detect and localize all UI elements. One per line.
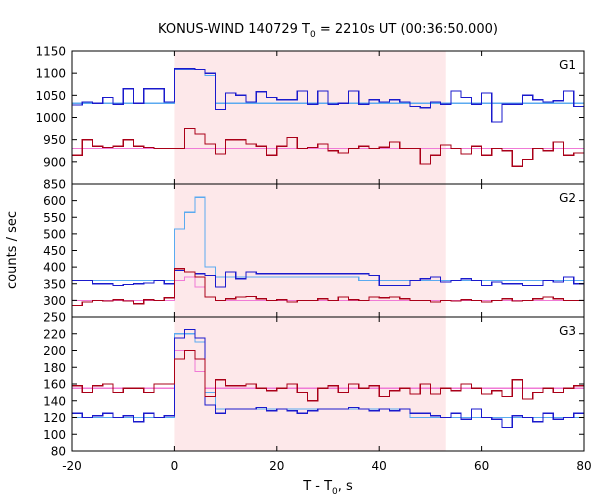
x-axis-label: T - T0, s [302,479,353,497]
series-g3-red [72,349,584,402]
x-tick-label-60: 60 [474,459,489,473]
y-tick-label-g3-80: 80 [51,445,66,459]
y-tick-label-g1-950: 950 [43,133,66,147]
chart-title-sub: 0 [310,30,316,40]
panel-label-g2: G2 [559,191,576,205]
x-tick-label--20: -20 [62,459,82,473]
series-g3-pink [72,349,584,389]
panel-frame-g3 [71,316,585,452]
chart-title-suffix: = 2210s UT (00:36:50.000) [316,22,498,37]
y-tick-label-g3-160: 160 [43,378,66,392]
x-axis-label-suffix: , s [338,479,353,494]
panel-g1: 850 900 950 1000 1050 1100 1150 G1 [35,45,585,192]
series-g2-red [72,268,584,306]
y-tick-label-g2-450: 450 [43,244,66,258]
y-tick-label-g3-140: 140 [43,394,66,408]
y-tick-label-g1-1100: 1100 [35,67,66,81]
y-tick-label-g2-550: 550 [43,211,66,225]
panel-g3: 80 100 120 140 160 180 200 220 G3 [43,316,585,459]
y-tick-label-g1-1150: 1150 [35,45,66,59]
series-g1-red [72,128,584,167]
y-tick-label-g1-850: 850 [43,178,66,192]
chart-title-prefix: KONUS-WIND 140729 T [158,22,310,37]
y-tick-label-g1-1000: 1000 [35,111,66,125]
x-tick-label-20: 20 [269,459,284,473]
chart-title: KONUS-WIND 140729 T0 = 2210s UT (00:36:5… [158,22,498,40]
y-tick-label-g3-120: 120 [43,411,66,425]
series-g1-lightblue [72,69,584,104]
x-tick-label-0: 0 [171,459,179,473]
plot-layer: 8509009501000105011001150G12503003504004… [35,45,591,474]
y-tick-label-g3-200: 200 [43,344,66,358]
y-tick-label-g1-1050: 1050 [35,89,66,103]
y-tick-label-g3-180: 180 [43,361,66,375]
y-tick-label-g2-600: 600 [43,194,66,208]
y-tick-label-g2-300: 300 [43,294,66,308]
panel-label-g3: G3 [559,324,576,338]
y-tick-label-g3-220: 220 [43,327,66,341]
series-g2-blue [72,269,584,288]
series-g1-blue [72,68,584,123]
x-tick-label-40: 40 [372,459,387,473]
y-tick-label-g1-900: 900 [43,155,66,169]
y-tick-label-g2-400: 400 [43,261,66,275]
y-tick-label-g3-100: 100 [43,428,66,442]
series-g2-lightblue [72,196,584,281]
x-axis-label-prefix: T - T [302,479,332,494]
highlight-interval [174,51,446,451]
y-tick-label-g2-500: 500 [43,227,66,241]
panel-label-g1: G1 [559,58,576,72]
x-tick-label-80: 80 [576,459,591,473]
y-tick-label-g2-250: 250 [43,311,66,325]
series-g3-blue [72,329,584,429]
y-tick-label-g2-350: 350 [43,277,66,291]
y-axis-label: counts / sec [5,211,20,289]
x-axis-label-sub: 0 [332,487,338,497]
